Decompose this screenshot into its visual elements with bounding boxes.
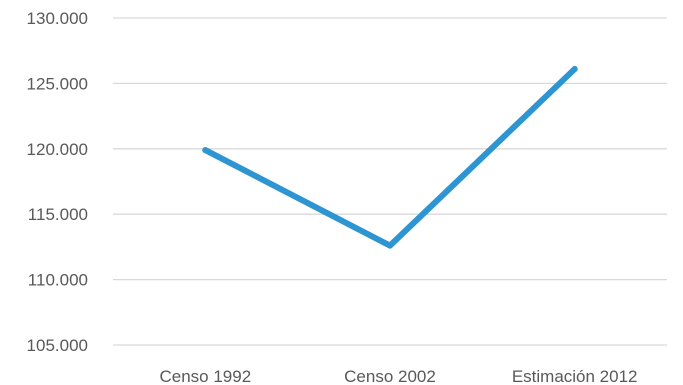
- y-tick-label: 125.000: [27, 74, 88, 93]
- gridlines: [113, 17, 667, 346]
- x-tick-label: Censo 1992: [159, 367, 251, 385]
- y-tick-label: 110.000: [28, 271, 88, 290]
- series-line: [202, 66, 578, 249]
- y-tick-label: 130.000: [27, 9, 88, 28]
- data-point: [571, 66, 578, 73]
- data-point: [387, 242, 393, 249]
- y-tick-label: 120.000: [27, 140, 88, 159]
- x-tick-label: Censo 2002: [344, 367, 436, 385]
- data-point: [202, 147, 209, 154]
- series-lines: [202, 66, 578, 249]
- x-axis-ticks: Censo 1992 Censo 2002 Estimación 2012: [159, 367, 637, 385]
- x-tick-label: Estimación 2012: [512, 367, 638, 385]
- y-tick-label: 105.000: [27, 336, 88, 355]
- y-tick-label: 115.000: [28, 205, 88, 224]
- y-axis-ticks: 105.000 110.000 115.000 120.000 125.000 130.0…: [27, 9, 88, 355]
